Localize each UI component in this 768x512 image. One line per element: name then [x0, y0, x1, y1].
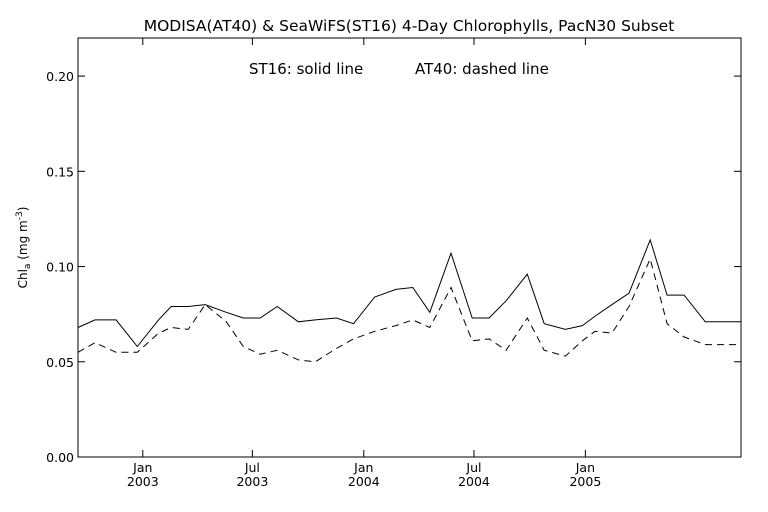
x-tick-year-label: 2004 [348, 474, 380, 489]
y-axis-label-superscript: -3 [15, 211, 25, 220]
series-line-at40 [77, 257, 741, 363]
x-tick-month-label: Jul [244, 460, 260, 475]
series-lines [77, 238, 741, 363]
series-line-st16 [77, 238, 741, 348]
y-axis-label-units-close: ) [16, 207, 30, 212]
y-axis: 0.00 0.05 0.10 0.15 0.20 [46, 69, 741, 465]
plot-area [77, 37, 742, 458]
y-tick-label: 0.15 [46, 164, 74, 179]
x-tick-month-label: Jan [132, 460, 152, 475]
chart-title: MODISA(AT40) & SeaWiFS(ST16) 4-Day Chlor… [144, 17, 675, 35]
x-tick-month-label: Jan [353, 460, 373, 475]
y-tick-label: 0.20 [46, 69, 74, 84]
x-tick-year-label: 2005 [569, 474, 601, 489]
x-tick-month-label: Jul [465, 460, 481, 475]
y-axis-label-units: (mg m [16, 220, 30, 263]
x-tick-year-label: 2003 [127, 474, 159, 489]
y-tick-label: 0.10 [46, 260, 74, 275]
annotation-solid-line: ST16: solid line [249, 60, 363, 78]
x-tick-month-label: Jan [575, 460, 595, 475]
annotation-dashed-line: AT40: dashed line [415, 60, 549, 78]
y-tick-label: 0.05 [46, 355, 74, 370]
y-axis-label: Chla (mg m-3) [15, 207, 33, 289]
x-tick-year-label: 2003 [236, 474, 268, 489]
plot-frame [77, 37, 742, 458]
y-tick-label: 0.00 [46, 450, 74, 465]
y-axis-label-main: Chl [16, 269, 30, 288]
y-axis-label-subscript: a [23, 264, 33, 270]
x-tick-year-label: 2004 [458, 474, 490, 489]
